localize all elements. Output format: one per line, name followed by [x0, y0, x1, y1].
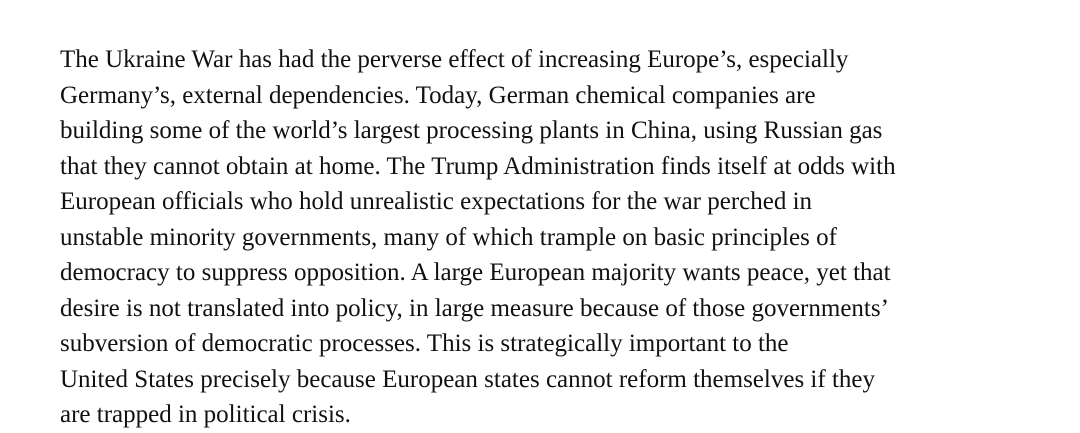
- text-line: United States precisely because European…: [60, 365, 875, 393]
- text-line: are trapped in political crisis.: [60, 401, 351, 428]
- text-line: desire is not translated into policy, in…: [60, 294, 889, 322]
- text-line: democracy to suppress opposition. A larg…: [60, 259, 891, 286]
- text-line: building some of the world’s largest pro…: [60, 117, 883, 144]
- text-line: subversion of democratic processes. This…: [60, 330, 789, 357]
- text-line: that they cannot obtain at home. The Tru…: [60, 152, 896, 180]
- text-line: Germany’s, external dependencies. Today,…: [60, 81, 816, 109]
- body-paragraph: The Ukraine War has had the perverse eff…: [60, 42, 1060, 433]
- text-line: unstable minority governments, many of w…: [60, 223, 837, 251]
- text-line: European officials who hold unrealistic …: [60, 188, 813, 215]
- text-line: The Ukraine War has had the perverse eff…: [60, 46, 849, 73]
